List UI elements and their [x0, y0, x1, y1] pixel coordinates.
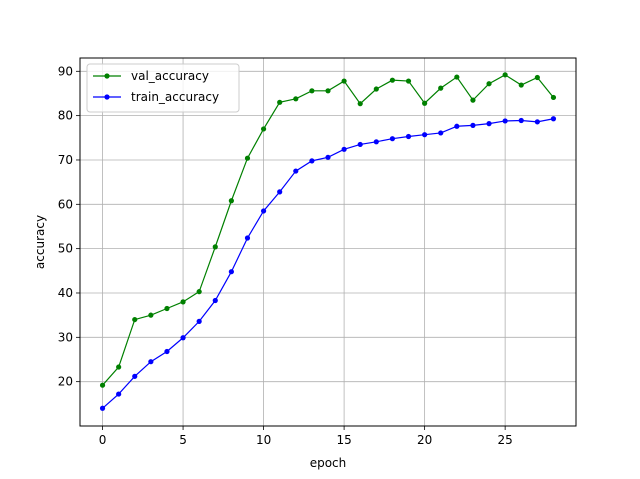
val-accuracy-point: [534, 74, 540, 81]
val-accuracy-point: [260, 126, 267, 132]
y-tick-label: 40: [58, 286, 73, 300]
legend-val-accuracy-marker: [104, 73, 110, 79]
train-accuracy-point: [373, 139, 379, 145]
train-accuracy-point: [454, 123, 460, 129]
train-accuracy-point: [164, 348, 170, 355]
train-accuracy-point: [116, 391, 122, 397]
train-accuracy-point: [228, 269, 234, 275]
val-accuracy-point: [148, 312, 154, 318]
train-accuracy-point: [180, 335, 186, 341]
val-accuracy-point: [196, 289, 202, 295]
val-accuracy-point: [277, 99, 283, 105]
train-accuracy-point: [260, 208, 267, 214]
train-accuracy-point: [486, 121, 492, 127]
val-accuracy-point: [502, 72, 508, 78]
train-accuracy-point: [405, 133, 412, 140]
y-tick-label: 50: [58, 242, 73, 256]
y-tick-label: 90: [58, 64, 73, 78]
x-tick-label: 0: [99, 433, 107, 447]
y-tick-label: 70: [58, 153, 73, 167]
x-axis-label: epoch: [310, 456, 347, 470]
train-accuracy-point: [470, 122, 476, 128]
plot-frame: [79, 57, 577, 427]
train-accuracy-point: [422, 132, 428, 138]
x-tick-label: 10: [256, 433, 271, 447]
legend-train-accuracy-label: train_accuracy: [131, 90, 219, 104]
x-tick-label: 15: [336, 433, 351, 447]
x-tick-label: 25: [498, 433, 513, 447]
val-accuracy-point: [212, 244, 218, 250]
legend: val_accuracy train_accuracy: [86, 63, 240, 113]
val-accuracy-line: [102, 74, 554, 386]
grid: [80, 58, 576, 426]
val-accuracy-point: [293, 96, 299, 102]
series-layer: [99, 72, 557, 411]
val-accuracy-point: [405, 78, 412, 84]
y-axis-label: accuracy: [33, 215, 47, 269]
val-accuracy-point: [228, 198, 234, 204]
val-accuracy-point: [309, 88, 315, 94]
x-tick-label: 20: [417, 433, 432, 447]
val-accuracy-point: [357, 101, 363, 107]
train-accuracy-point: [534, 119, 540, 125]
train-accuracy-point: [550, 116, 557, 122]
val-accuracy-point: [341, 78, 347, 84]
train-accuracy-point: [212, 297, 218, 304]
legend-val-accuracy-label: val_accuracy: [131, 69, 209, 83]
val-accuracy-point: [116, 364, 122, 370]
y-tick-label: 20: [58, 375, 73, 389]
val-accuracy-point: [180, 299, 186, 305]
train-accuracy-point: [341, 146, 347, 152]
train-accuracy-point: [518, 117, 524, 124]
x-tick-label: 5: [179, 433, 187, 447]
ticks: 0 5 10 15 20 25 20 30 40 50 60 70 80 90: [58, 64, 513, 447]
train-accuracy-point: [132, 373, 138, 379]
val-accuracy-point: [518, 82, 524, 88]
train-accuracy-point: [293, 168, 299, 174]
val-accuracy-point: [132, 316, 138, 323]
y-tick-label: 80: [58, 109, 73, 123]
train-accuracy-point: [277, 189, 283, 195]
val-accuracy-point: [164, 305, 170, 312]
legend-train-accuracy-marker: [104, 94, 110, 100]
val-accuracy-point: [422, 100, 428, 106]
train-accuracy-point: [309, 158, 315, 164]
y-tick-label: 60: [58, 197, 73, 211]
train-accuracy-point: [502, 118, 508, 124]
val-accuracy-point: [325, 88, 331, 94]
y-tick-label: 30: [58, 330, 73, 344]
train-accuracy-point: [148, 359, 154, 365]
train-accuracy-point: [438, 130, 444, 136]
val-accuracy-point: [99, 382, 106, 388]
train-accuracy-point: [389, 136, 396, 142]
train-accuracy-point: [99, 405, 106, 411]
val-accuracy-point: [373, 86, 379, 92]
val-accuracy-point: [486, 81, 492, 87]
legend-box: [86, 63, 240, 113]
train-accuracy-line: [102, 118, 554, 409]
train-accuracy-point: [244, 235, 251, 241]
train-accuracy-point: [196, 318, 202, 324]
val-accuracy-point: [389, 77, 396, 83]
train-accuracy-point: [357, 141, 363, 148]
val-accuracy-point: [550, 94, 557, 101]
train-accuracy-point: [325, 154, 331, 160]
val-accuracy-point: [244, 155, 251, 161]
val-accuracy-point: [470, 97, 476, 103]
val-accuracy-point: [438, 85, 444, 91]
val-accuracy-point: [454, 74, 460, 80]
